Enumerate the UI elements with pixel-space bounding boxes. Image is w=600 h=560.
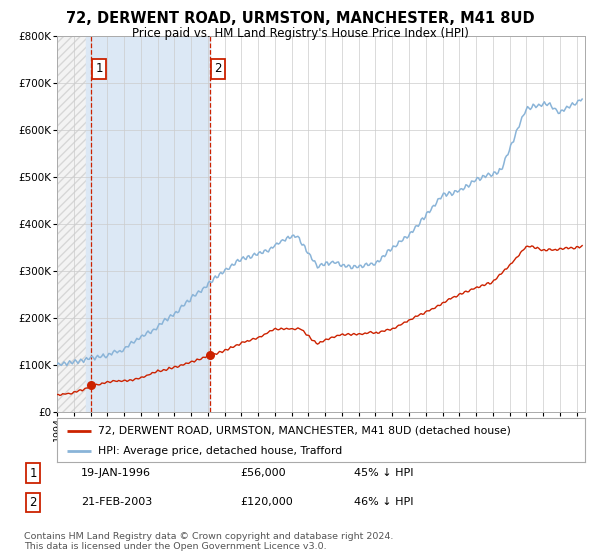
- Text: 2: 2: [214, 62, 222, 75]
- Text: 72, DERWENT ROAD, URMSTON, MANCHESTER, M41 8UD (detached house): 72, DERWENT ROAD, URMSTON, MANCHESTER, M…: [98, 426, 511, 436]
- Text: 45% ↓ HPI: 45% ↓ HPI: [354, 468, 413, 478]
- Text: 2: 2: [29, 496, 37, 509]
- Text: 19-JAN-1996: 19-JAN-1996: [81, 468, 151, 478]
- Text: 72, DERWENT ROAD, URMSTON, MANCHESTER, M41 8UD: 72, DERWENT ROAD, URMSTON, MANCHESTER, M…: [65, 11, 535, 26]
- Text: £120,000: £120,000: [240, 497, 293, 507]
- Text: 21-FEB-2003: 21-FEB-2003: [81, 497, 152, 507]
- Text: 1: 1: [95, 62, 103, 75]
- Text: Price paid vs. HM Land Registry's House Price Index (HPI): Price paid vs. HM Land Registry's House …: [131, 27, 469, 40]
- Bar: [86, 36, 210, 412]
- Text: 1: 1: [29, 466, 37, 480]
- Text: Contains HM Land Registry data © Crown copyright and database right 2024.
This d: Contains HM Land Registry data © Crown c…: [24, 532, 394, 552]
- Text: £56,000: £56,000: [240, 468, 286, 478]
- Bar: [57, 36, 86, 412]
- Text: HPI: Average price, detached house, Trafford: HPI: Average price, detached house, Traf…: [98, 446, 343, 456]
- Text: 46% ↓ HPI: 46% ↓ HPI: [354, 497, 413, 507]
